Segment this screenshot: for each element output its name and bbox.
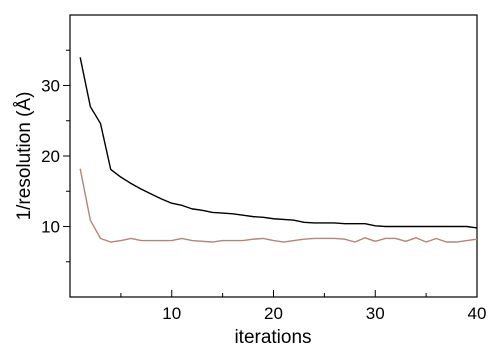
- axis-ticks: [63, 49, 478, 297]
- x-tick-label: 20: [264, 304, 283, 323]
- series-line-1: [79, 57, 478, 229]
- series-layer: [79, 57, 478, 243]
- x-tick-label: 40: [468, 304, 487, 323]
- x-tick-label: 30: [366, 304, 385, 323]
- y-tick-label: 30: [41, 77, 60, 96]
- plot-frame: [69, 14, 478, 298]
- y-tick-label: 20: [41, 147, 60, 166]
- x-axis-title: iterations: [234, 327, 311, 348]
- y-tick-label: 10: [41, 218, 60, 237]
- series-line-2: [79, 168, 478, 243]
- y-axis-title: 1/resolution (Å): [14, 92, 35, 221]
- x-tick-label: 10: [162, 304, 181, 323]
- tick-labels: 10 20 30 40 10 20 30: [41, 77, 486, 324]
